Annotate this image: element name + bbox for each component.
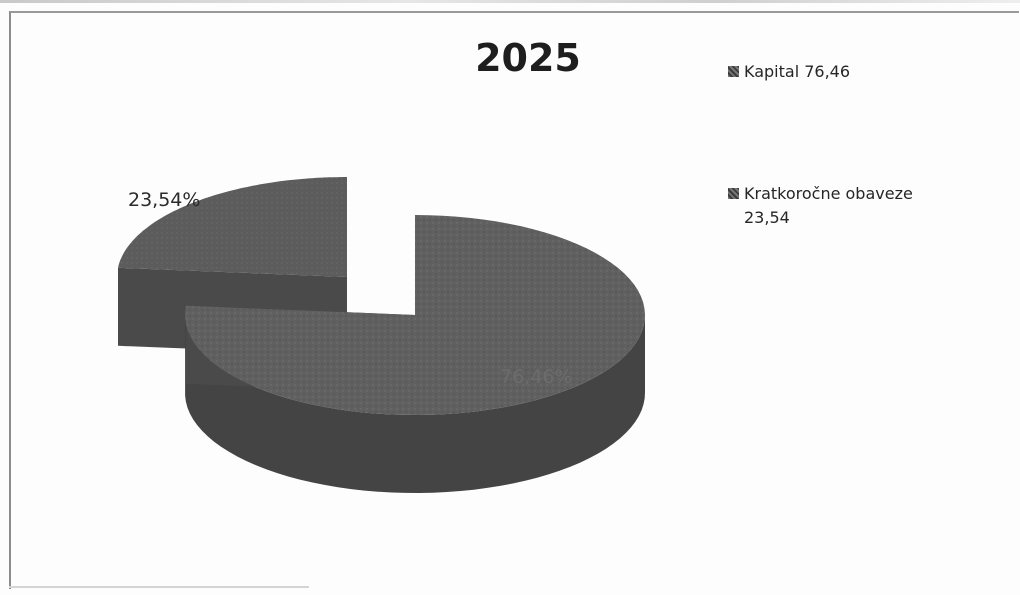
pie-side-kapital (185, 314, 645, 493)
pie-slice-kapital (185, 215, 645, 415)
legend-label-kapital: Kapital 76,46 (744, 62, 851, 81)
legend-swatch-kratkorocne (728, 188, 739, 199)
legend-item-kratkorocne: Kratkoročne obaveze 23,54 (728, 182, 958, 230)
chart-frame (9, 11, 1019, 589)
pie-slice-kratkorocne (118, 177, 347, 277)
legend-item-kapital: Kapital 76,46 (728, 60, 850, 84)
legend-swatch-kapital (728, 66, 739, 77)
legend-label-kratkorocne: Kratkoročne obaveze 23,54 (744, 184, 913, 227)
bottom-border (9, 586, 309, 588)
top-border (0, 0, 1020, 3)
data-label-kapital: 76,46% (500, 366, 572, 388)
chart-title: 2025 (475, 36, 581, 80)
data-label-kratkorocne: 23,54% (128, 189, 200, 211)
